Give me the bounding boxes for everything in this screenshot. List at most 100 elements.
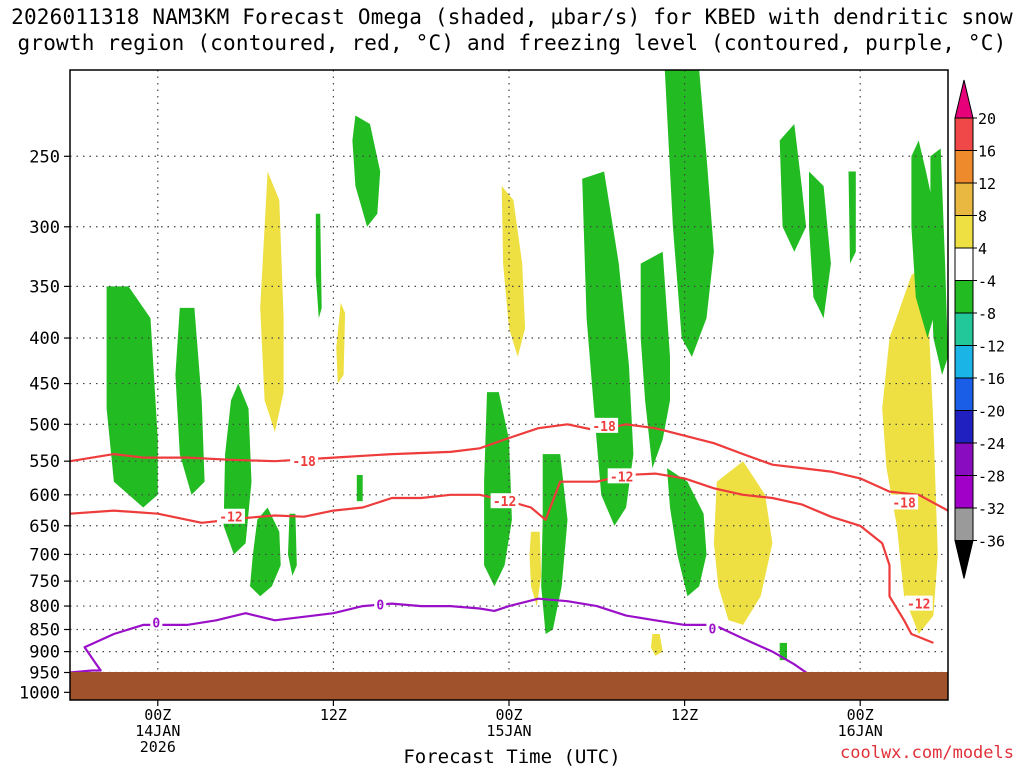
freezing-level-line xyxy=(70,597,825,684)
contour-label-bg xyxy=(150,614,163,630)
omega-green-region xyxy=(288,513,297,576)
contour-label-bg xyxy=(590,417,619,433)
contour-label-bg xyxy=(706,620,719,636)
minus12-isotherm-line xyxy=(70,472,934,644)
colorbar-swatch xyxy=(954,182,974,216)
y-tick-label: 450 xyxy=(29,375,60,395)
colorbar-swatch xyxy=(954,377,974,411)
colorbar-tick-label: -24 xyxy=(978,435,1005,453)
x-tick-label: 12Z xyxy=(320,706,347,724)
y-tick-label: 500 xyxy=(29,415,60,435)
x-tick-date-label: 2026 xyxy=(140,738,176,756)
omega-yellow-region xyxy=(501,186,526,357)
y-tick-label: 600 xyxy=(29,486,60,506)
contour-label-bg xyxy=(216,508,245,524)
contour-label: 0 xyxy=(708,623,716,638)
x-tick-label: 12Z xyxy=(671,706,698,724)
y-tick-label: 700 xyxy=(29,545,60,565)
omega-green-region xyxy=(175,307,205,495)
omega-green-region xyxy=(640,251,670,469)
colorbar-swatch xyxy=(954,345,974,379)
omega-yellow-region xyxy=(529,531,542,607)
contour-label: -18 xyxy=(292,455,316,470)
ground-surface xyxy=(70,672,948,700)
contour-label: -12 xyxy=(610,470,633,485)
omega-green-region xyxy=(664,70,714,357)
colorbar-tick-label: -12 xyxy=(978,338,1005,356)
colorbar-tick-label: -28 xyxy=(978,468,1005,486)
contour-label: -12 xyxy=(219,511,242,526)
contour-label: -18 xyxy=(592,420,616,435)
colorbar-tick-label: 12 xyxy=(978,175,996,193)
y-tick-label: 300 xyxy=(29,218,60,238)
contour-label-bg xyxy=(490,493,519,509)
minus18-isotherm-line xyxy=(70,423,948,512)
colorbar-tick-label: 20 xyxy=(978,110,996,128)
y-tick-label: 850 xyxy=(29,620,60,640)
omega-yellow-region xyxy=(650,634,663,656)
y-tick-label: 950 xyxy=(29,664,60,684)
colorbar-tick-label: -4 xyxy=(978,273,996,291)
y-tick-label: 750 xyxy=(29,572,60,592)
y-tick-label: 650 xyxy=(29,517,60,537)
contour-label: -12 xyxy=(907,598,930,613)
colorbar-swatch xyxy=(954,475,974,509)
omega-green-region xyxy=(848,171,856,264)
y-tick-label: 1000 xyxy=(19,683,60,703)
omega-green-region xyxy=(779,124,807,252)
colorbar-bottom-arrow xyxy=(954,540,974,579)
credit-link[interactable]: coolwx.com/models xyxy=(840,743,1014,763)
contour-label-bg xyxy=(607,468,636,484)
omega-yellow-region xyxy=(713,461,773,625)
x-tick-date-label: 16JAN xyxy=(838,722,883,740)
y-tick-label: 800 xyxy=(29,597,60,617)
chart-title-line-1: 2026011318 NAM3KM Forecast Omega (shaded… xyxy=(11,5,1013,29)
colorbar: 20 16 12 8 4 -4 -8 -12 -16 -20 -24 -28 -32 -36 xyxy=(954,79,1005,579)
x-tick-date-label: 15JAN xyxy=(486,722,531,740)
contour-labels: -18 -12 0 -18 -12 -12 -18 -12 0 0 xyxy=(150,417,933,638)
colorbar-swatch xyxy=(954,280,974,314)
omega-green-region xyxy=(930,148,948,375)
contour-label: 0 xyxy=(152,617,160,632)
omega-green-region xyxy=(582,171,634,526)
contour-label: 0 xyxy=(376,599,384,614)
colorbar-swatch xyxy=(954,442,974,476)
colorbar-swatch xyxy=(954,410,974,444)
colorbar-swatch xyxy=(954,312,974,346)
colorbar-swatch xyxy=(954,117,974,151)
colorbar-tick-label: 16 xyxy=(978,143,996,161)
omega-green-region xyxy=(356,475,363,502)
colorbar-tick-label: -32 xyxy=(978,500,1005,518)
colorbar-tick-label: -16 xyxy=(978,370,1005,388)
colorbar-tick-label: -36 xyxy=(978,533,1005,551)
x-tick-date-label: 14JAN xyxy=(135,722,180,740)
colorbar-tick-label: -8 xyxy=(978,305,996,323)
colorbar-tick-label: -20 xyxy=(978,403,1005,421)
omega-green-region xyxy=(250,507,281,597)
omega-yellow-region xyxy=(260,171,284,432)
omega-green-region xyxy=(667,468,707,597)
contour-label: -12 xyxy=(493,495,516,510)
omega-shading-layer xyxy=(106,70,948,661)
y-tick-label: 350 xyxy=(29,277,60,297)
omega-green-region xyxy=(911,140,938,338)
omega-yellow-region xyxy=(336,302,346,384)
y-tick-label: 900 xyxy=(29,643,60,663)
omega-green-region xyxy=(541,454,568,634)
colorbar-swatch xyxy=(954,247,974,281)
x-tick-label: 00Z xyxy=(495,706,522,724)
contour-label-bg xyxy=(374,596,387,612)
contour-label-bg xyxy=(890,494,919,510)
omega-green-region xyxy=(106,286,158,508)
y-tick-label: 550 xyxy=(29,452,60,472)
contour-label-bg xyxy=(904,595,933,611)
colorbar-tick-label: 4 xyxy=(978,240,987,258)
omega-green-region xyxy=(484,392,512,587)
omega-green-region xyxy=(315,213,322,319)
omega-green-region xyxy=(223,383,252,555)
colorbar-swatch xyxy=(954,150,974,184)
colorbar-top-arrow xyxy=(954,79,974,119)
contour-label: -18 xyxy=(892,496,916,511)
